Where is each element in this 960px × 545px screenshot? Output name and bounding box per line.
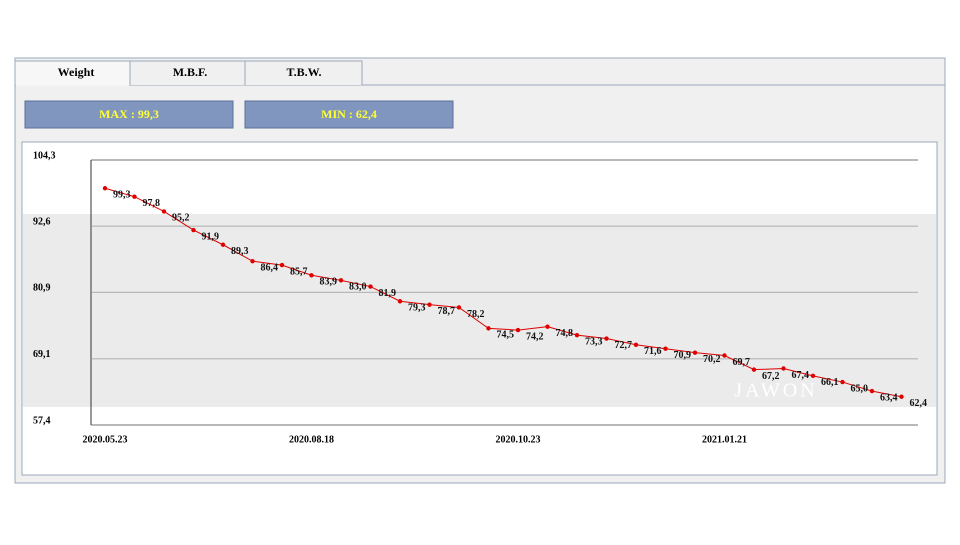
data-label: 74,8 bbox=[556, 328, 574, 339]
y-tick-label: 69,1 bbox=[33, 349, 51, 360]
data-point bbox=[722, 353, 727, 358]
x-tick-label: 2020.08.18 bbox=[289, 434, 334, 445]
data-label: 67,2 bbox=[762, 371, 780, 382]
data-label: 62,4 bbox=[910, 398, 928, 409]
data-point bbox=[899, 394, 904, 399]
data-point bbox=[692, 350, 698, 355]
data-label: 74,2 bbox=[526, 331, 544, 342]
stat-box bbox=[244, 100, 454, 129]
data-point bbox=[397, 299, 403, 304]
data-label: 95,2 bbox=[172, 213, 190, 224]
data-point bbox=[456, 305, 462, 310]
data-label: 85,7 bbox=[290, 266, 308, 277]
tab-label[interactable]: Weight bbox=[58, 65, 95, 79]
band bbox=[23, 214, 936, 407]
data-point bbox=[869, 388, 875, 394]
data-label: 83,9 bbox=[320, 277, 338, 288]
x-tick-label: 2020.05.23 bbox=[83, 434, 128, 445]
y-tick-label: 104,3 bbox=[33, 150, 56, 161]
data-label: 83,0 bbox=[349, 282, 367, 293]
data-label: 70,2 bbox=[703, 354, 721, 365]
data-label: 99,3 bbox=[113, 190, 131, 201]
max-stat: MAX : 99,3 bbox=[99, 107, 159, 121]
data-label: 86,4 bbox=[261, 262, 279, 273]
data-label: 69,7 bbox=[733, 357, 751, 368]
y-tick-label: 92,6 bbox=[33, 216, 51, 227]
data-label: 78,2 bbox=[467, 309, 485, 320]
data-label: 97,8 bbox=[143, 198, 161, 209]
data-label: 67,4 bbox=[792, 370, 810, 381]
data-label: 89,3 bbox=[231, 246, 249, 257]
data-point bbox=[840, 379, 845, 385]
data-point bbox=[574, 332, 580, 338]
data-point bbox=[279, 262, 285, 268]
data-point bbox=[309, 273, 314, 278]
tab-label[interactable]: M.B.F. bbox=[173, 65, 208, 79]
data-point bbox=[486, 326, 491, 331]
data-label: 73,3 bbox=[585, 336, 603, 347]
data-point bbox=[368, 284, 373, 289]
data-line bbox=[104, 187, 902, 398]
data-label: 66,1 bbox=[821, 377, 839, 388]
data-label: 63,4 bbox=[880, 392, 898, 403]
data-point bbox=[663, 346, 668, 351]
data-point bbox=[102, 186, 108, 191]
data-label: 81,9 bbox=[379, 288, 397, 299]
data-point bbox=[810, 373, 816, 379]
y-tick-label: 57,4 bbox=[33, 415, 51, 426]
data-point bbox=[191, 227, 196, 233]
data-point bbox=[781, 366, 786, 371]
data-label: 65,0 bbox=[851, 383, 869, 394]
data-point bbox=[250, 258, 255, 264]
data-label: 74,5 bbox=[497, 330, 515, 341]
x-tick-label: 2021.01.21 bbox=[702, 434, 747, 445]
data-point bbox=[751, 367, 757, 372]
stat-box bbox=[24, 100, 234, 129]
data-point bbox=[161, 209, 167, 214]
data-label: 70,9 bbox=[674, 350, 692, 361]
data-label: 91,9 bbox=[202, 231, 220, 242]
min-stat: MIN : 62,4 bbox=[321, 107, 377, 121]
data-label: 79,3 bbox=[408, 303, 426, 314]
data-point bbox=[604, 336, 609, 341]
data-point bbox=[633, 342, 639, 347]
data-label: 72,7 bbox=[615, 340, 633, 351]
watermark: JAWON bbox=[734, 380, 817, 402]
data-point bbox=[132, 194, 137, 199]
data-point bbox=[338, 278, 344, 283]
y-tick-label: 80,9 bbox=[33, 283, 51, 294]
data-label: 78,7 bbox=[438, 306, 456, 317]
data-point bbox=[427, 302, 432, 307]
data-point bbox=[220, 242, 226, 247]
tab[interactable] bbox=[244, 60, 363, 85]
x-tick-label: 2020.10.23 bbox=[496, 434, 541, 445]
data-label: 71,6 bbox=[644, 346, 662, 357]
tab-label[interactable]: T.B.W. bbox=[286, 65, 321, 79]
data-point bbox=[515, 327, 521, 333]
data-point bbox=[545, 324, 550, 329]
